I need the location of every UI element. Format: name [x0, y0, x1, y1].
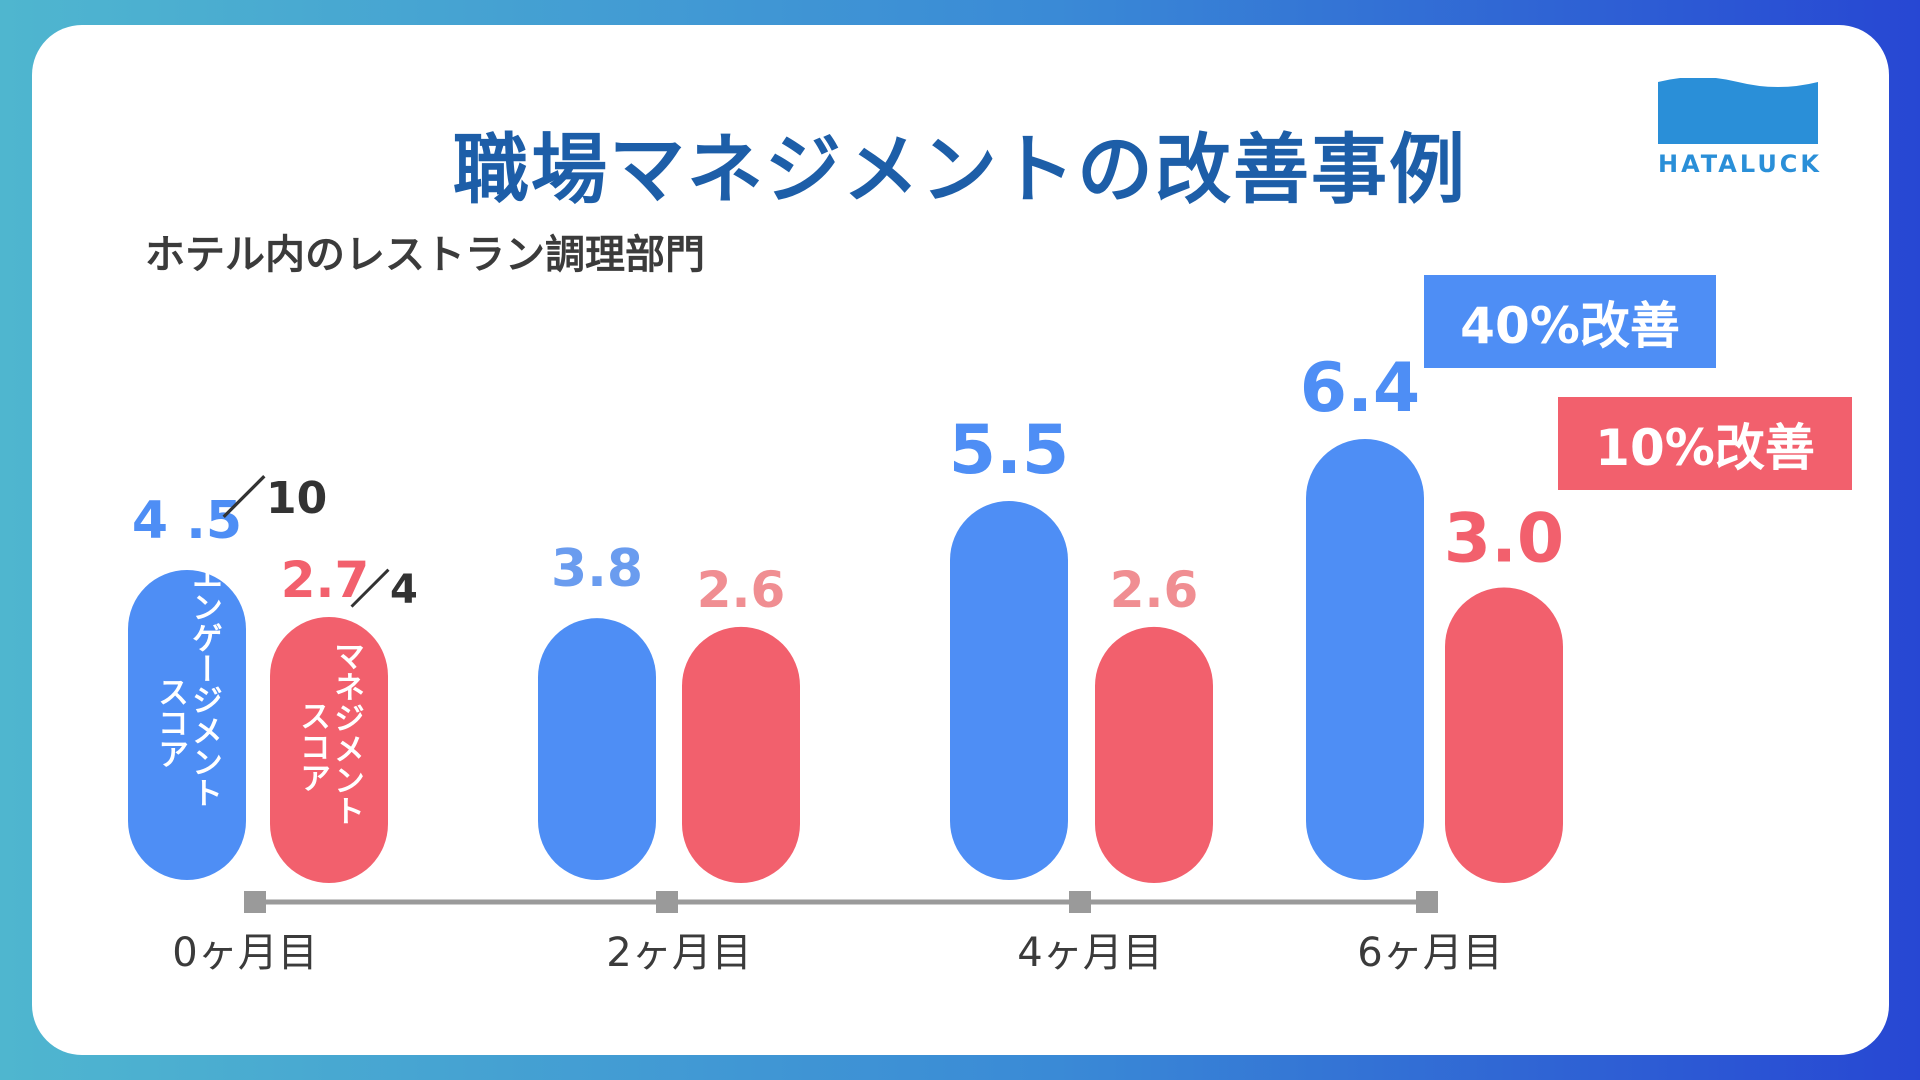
page-subtitle: ホテル内のレストラン調理部門: [145, 232, 705, 278]
page-title: 職場マネジメントの改善事例: [453, 125, 1467, 214]
management-bar-label: スコア: [294, 700, 330, 793]
management-bar: [270, 617, 388, 883]
engagement-bar: [538, 618, 656, 880]
management-bar: [682, 626, 800, 883]
engagement-bar: [950, 501, 1068, 880]
hataluck-logo: HATALUCK: [1658, 78, 1820, 178]
flag-icon: [1658, 78, 1818, 144]
engagement-bar: [128, 569, 246, 880]
management-bar: [1095, 626, 1213, 883]
engagement-value-label: 3.8: [551, 539, 643, 599]
x-tick-label: 0ヶ月目: [172, 930, 317, 976]
x-tick-label: 6ヶ月目: [1357, 930, 1502, 976]
engagement-value-label: 6.4: [1300, 349, 1420, 428]
engagement-value-label: 5.5: [949, 411, 1069, 490]
timeline-tick: [1416, 891, 1438, 913]
management-value-label: 2.6: [1110, 561, 1199, 619]
management-scale-note: ／4: [350, 567, 418, 613]
management-bar-label: マネジメント: [328, 640, 364, 826]
x-tick-label: 2ヶ月目: [606, 930, 751, 976]
engagement-improvement-badge: 40%改善: [1424, 275, 1716, 368]
management-improvement-badge: 10%改善: [1558, 397, 1852, 490]
engagement-bar: [1306, 439, 1424, 880]
timeline-tick: [244, 891, 266, 913]
management-value-label: 2.6: [697, 561, 786, 619]
engagement-value-label: 4 .5: [132, 491, 242, 551]
engagement-bar-label: スコア: [152, 676, 188, 769]
management-value-label: 2.7: [281, 551, 370, 609]
timeline-tick: [1069, 891, 1091, 913]
timeline-tick: [656, 891, 678, 913]
management-bar: [1445, 587, 1563, 883]
engagement-scale-note: ／10: [222, 473, 327, 524]
x-tick-label: 4ヶ月目: [1017, 930, 1162, 976]
logo-text: HATALUCK: [1658, 150, 1823, 178]
engagement-bar-label: エンゲージメント: [186, 560, 222, 808]
management-value-label: 3.0: [1444, 500, 1564, 579]
